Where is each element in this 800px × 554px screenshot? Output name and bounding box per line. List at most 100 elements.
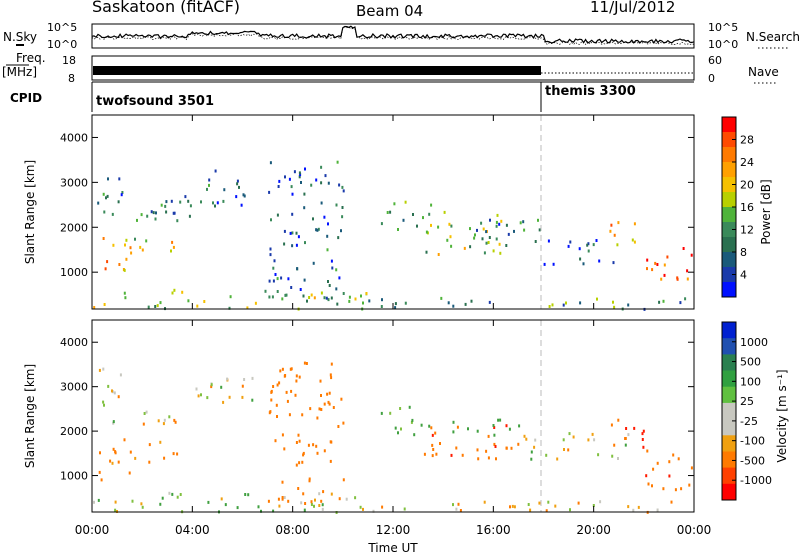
scatter-cell [485,230,488,234]
scatter-cell [268,190,271,194]
scatter-cell [141,505,144,509]
scatter-cell [690,466,693,470]
scatter-cell [498,242,501,246]
colorbar-segment [722,192,736,208]
colorbar-tick-label: 16 [740,201,754,214]
scatter-cell [273,259,276,263]
scatter-cell [330,259,333,263]
scatter-cell [270,398,273,402]
scatter-cell [651,484,653,488]
velocity-colorbar-label: Velocity [m s⁻¹] [775,369,789,462]
scatter-cell [111,212,114,216]
scatter-cell [162,422,165,426]
scatter-cell [431,433,434,437]
y-tick-label: 2000 [60,425,88,438]
scatter-cell [672,453,675,457]
scatter-cell [613,233,616,237]
scatter-cell [365,292,368,295]
scatter-cell [288,177,291,181]
nave-label: Nave [748,65,779,79]
scatter-cell [476,228,478,232]
nave-tick-bottom: 0 [708,72,715,85]
scatter-cell [277,497,280,501]
scatter-cell [380,222,383,226]
scatter-cell [267,499,270,503]
scatter-cell [287,277,290,281]
scatter-cell [329,459,332,463]
scatter-cell [327,280,329,283]
scatter-cell [327,298,330,302]
scatter-cell [430,203,433,207]
scatter-cell [668,474,671,478]
scatter-cell [240,203,243,207]
scatter-cell [269,161,272,165]
scatter-cell [394,302,397,306]
scatter-cell [598,259,601,263]
scatter-cell [164,204,167,208]
scatter-cell [341,185,344,189]
scatter-cell [220,497,223,501]
scatter-cell [141,248,144,252]
scatter-cell [467,427,469,431]
x-tick-label: 16:00 [476,523,511,537]
scatter-cell [291,212,294,216]
scatter-cell [129,246,132,250]
scatter-cell [298,171,301,175]
xaxis-label: Time UT [367,541,418,554]
scatter-cell [505,446,508,450]
scatter-cell [125,257,128,261]
scatter-cell [223,188,226,192]
scatter-cell [447,301,450,305]
scatter-cell [330,376,333,380]
scatter-cell [104,267,107,271]
scatter-cell [157,419,160,423]
scatter-cell [203,300,206,303]
scatter-cell [508,427,511,431]
scatter-cell [452,420,455,424]
scatter-cell [309,407,312,411]
scatter-cell [97,498,100,502]
scatter-cell [525,437,528,441]
nsky-label: N.Sky [3,30,37,44]
scatter-cell [102,192,105,196]
scatter-cell [483,251,486,255]
scatter-cell [329,373,332,377]
scatter-cell [102,367,105,371]
scatter-cell [483,500,486,504]
scatter-cell [380,305,383,308]
scatter-cell [271,295,274,299]
velocity-panel-frame [91,319,695,513]
scatter-cell [342,189,345,193]
scatter-cell [163,418,166,422]
scatter-cell [656,508,659,512]
scatter-cell [577,501,580,505]
scatter-cell [568,432,571,436]
scatter-cell [210,383,213,387]
scatter-cell [124,296,127,300]
scatter-cell [527,503,530,506]
freq-trace-block [93,66,541,75]
scatter-cell [312,261,315,265]
scatter-cell [340,229,342,233]
scatter-cell [336,160,339,164]
scatter-cell [145,410,148,414]
x-tick-label: 08:00 [275,523,310,537]
scatter-cell [323,449,326,453]
xaxis: 00:00 04:00 08:00 12:00 16:00 20:00 00:00 [75,115,711,537]
scatter-cell [647,482,650,486]
scatter-cell [481,237,484,241]
scatter-cell [457,502,460,506]
scatter-cell [404,200,407,204]
scatter-cell [613,443,616,447]
scatter-cell [537,218,539,222]
scatter-cell [131,499,134,503]
scatter-cell [538,501,541,505]
scatter-cell [298,461,301,465]
scatter-cell [228,306,231,310]
scatter-cell [170,249,172,253]
scatter-cell [682,247,685,250]
scatter-cell [295,243,298,247]
scatter-cell [120,193,123,197]
scatter-cell [331,266,334,270]
scatter-cell [152,211,155,215]
